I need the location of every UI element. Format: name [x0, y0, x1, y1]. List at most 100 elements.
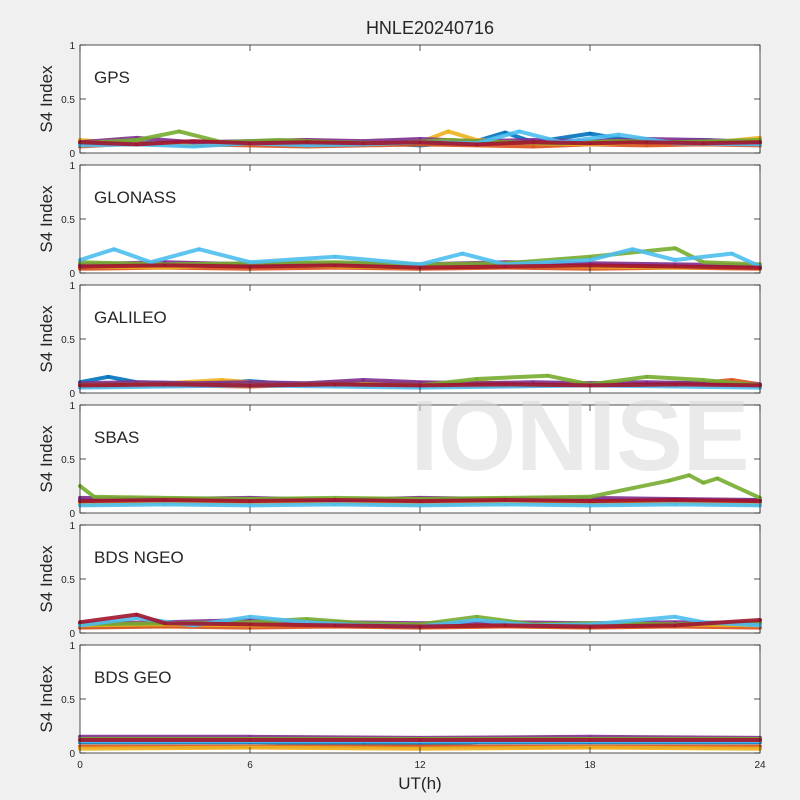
data-point: [163, 500, 167, 504]
data-point: [588, 383, 592, 387]
y-tick-label: 1: [69, 41, 75, 52]
data-point: [588, 625, 592, 628]
data-point: [418, 499, 422, 503]
panels-group: 0 0.5 1 GPS S4 Index 0 0.5 1 GLONASS S4 Index 0 0.5…: [37, 41, 766, 771]
x-axis-label: UT(h): [398, 774, 441, 793]
y-axis-label: S4 Index: [37, 545, 56, 613]
data-point: [418, 742, 422, 746]
data-point: [418, 142, 422, 146]
panel-plot-area: [80, 405, 760, 513]
data-point: [730, 378, 734, 382]
data-point: [248, 380, 252, 384]
data-point: [588, 735, 592, 739]
data-point: [503, 382, 507, 386]
data-point: [588, 499, 592, 503]
data-point: [588, 738, 592, 742]
data-point: [92, 495, 96, 499]
data-point: [503, 502, 507, 506]
data-point: [673, 258, 677, 262]
panel-2: 0 0.5 1 GALILEO S4 Index: [37, 281, 762, 400]
data-point: [446, 138, 450, 142]
data-point: [667, 479, 671, 483]
data-point: [475, 618, 479, 622]
data-point: [546, 374, 549, 378]
x-tick-label: 18: [584, 760, 596, 771]
data-point: [248, 615, 252, 619]
data-point: [687, 473, 691, 477]
data-point: [248, 622, 252, 626]
y-tick-label: 0: [69, 149, 75, 160]
data-point: [106, 375, 110, 379]
data-point: [248, 501, 252, 505]
data-point: [191, 139, 195, 143]
data-point: [163, 621, 167, 625]
data-point: [305, 143, 309, 147]
y-axis-label: S4 Index: [37, 185, 56, 253]
data-point: [503, 385, 507, 388]
data-point: [701, 141, 705, 145]
data-point: [163, 498, 167, 502]
data-point: [673, 382, 677, 386]
series-line-5: [78, 247, 762, 269]
panel-4: 0 0.5 1 BDS NGEO S4 Index: [37, 521, 762, 640]
data-point: [475, 142, 479, 146]
data-point: [517, 129, 521, 133]
data-point: [333, 502, 337, 506]
x-tick-label: 6: [247, 760, 253, 771]
data-point: [418, 745, 422, 748]
data-point: [418, 503, 422, 507]
data-point: [197, 247, 201, 251]
data-point: [531, 140, 535, 144]
data-point: [248, 738, 252, 742]
data-point: [531, 380, 535, 384]
panel-label: GLONASS: [94, 188, 176, 207]
data-point: [645, 375, 649, 379]
y-axis-label: S4 Index: [37, 665, 56, 733]
x-tick-label: 12: [414, 760, 426, 771]
y-tick-label: 0.5: [61, 455, 75, 466]
data-point: [588, 503, 592, 507]
data-point: [248, 618, 252, 622]
panel-label: SBAS: [94, 428, 139, 447]
data-point: [673, 246, 677, 250]
data-point: [361, 378, 365, 382]
data-point: [248, 383, 252, 387]
data-point: [418, 137, 422, 141]
y-tick-label: 1: [69, 161, 75, 172]
data-point: [475, 615, 479, 619]
data-point: [588, 141, 592, 145]
data-point: [645, 380, 649, 384]
data-point: [220, 378, 224, 382]
data-point: [361, 141, 365, 145]
data-point: [588, 263, 592, 267]
data-point: [163, 625, 167, 628]
data-point: [531, 138, 535, 142]
data-point: [631, 247, 634, 251]
data-point: [701, 260, 705, 264]
data-point: [673, 265, 677, 268]
data-point: [135, 616, 139, 620]
data-point: [716, 476, 719, 480]
data-point: [248, 499, 252, 503]
data-point: [446, 129, 450, 133]
data-point: [418, 622, 422, 626]
panel-label: GALILEO: [94, 308, 167, 327]
data-point: [503, 262, 507, 266]
panel-0: 0 0.5 1 GPS S4 Index: [37, 41, 762, 160]
data-point: [305, 620, 309, 624]
y-axis-label: S4 Index: [37, 65, 56, 133]
data-point: [248, 620, 252, 624]
y-tick-label: 0.5: [61, 575, 75, 586]
data-point: [248, 265, 252, 268]
data-point: [645, 140, 649, 144]
y-tick-label: 0: [69, 749, 75, 760]
y-tick-label: 0.5: [61, 335, 75, 346]
data-point: [163, 266, 167, 270]
data-point: [730, 252, 734, 256]
data-point: [135, 142, 139, 146]
data-point: [588, 132, 592, 136]
y-axis-label: S4 Index: [37, 305, 56, 373]
data-point: [248, 143, 252, 147]
data-point: [163, 385, 167, 388]
